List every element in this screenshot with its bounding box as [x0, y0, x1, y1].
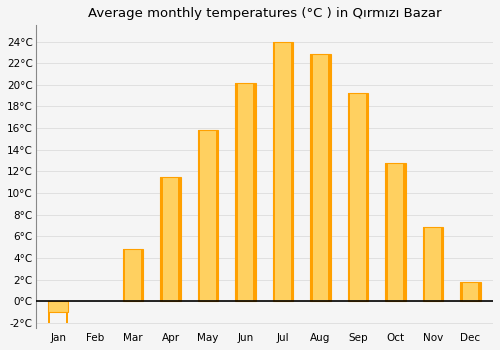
Bar [160, 177, 162, 301]
Bar [198, 130, 218, 301]
Bar [273, 42, 293, 301]
Bar [441, 226, 444, 301]
Bar [66, 312, 68, 323]
Bar [348, 93, 350, 301]
Bar [310, 55, 312, 301]
Bar [236, 83, 238, 301]
Bar [198, 130, 200, 301]
Bar [460, 282, 462, 301]
Bar [254, 83, 256, 301]
Bar [386, 163, 406, 301]
Bar [478, 282, 481, 301]
Bar [48, 312, 50, 323]
Bar [310, 55, 331, 301]
Bar [216, 130, 218, 301]
Bar [178, 177, 181, 301]
Bar [328, 55, 331, 301]
Bar [123, 249, 144, 301]
Bar [422, 226, 425, 301]
Bar [236, 83, 256, 301]
Bar [404, 163, 406, 301]
Bar [141, 249, 144, 301]
Title: Average monthly temperatures (°C ) in Qırmızı Bazar: Average monthly temperatures (°C ) in Qı… [88, 7, 441, 20]
Bar [291, 42, 294, 301]
Bar [123, 249, 126, 301]
Bar [366, 93, 368, 301]
Bar [48, 301, 68, 312]
Bar [160, 177, 181, 301]
Bar [460, 282, 481, 301]
Bar [386, 163, 388, 301]
Bar [422, 226, 444, 301]
Bar [273, 42, 275, 301]
Bar [348, 93, 368, 301]
